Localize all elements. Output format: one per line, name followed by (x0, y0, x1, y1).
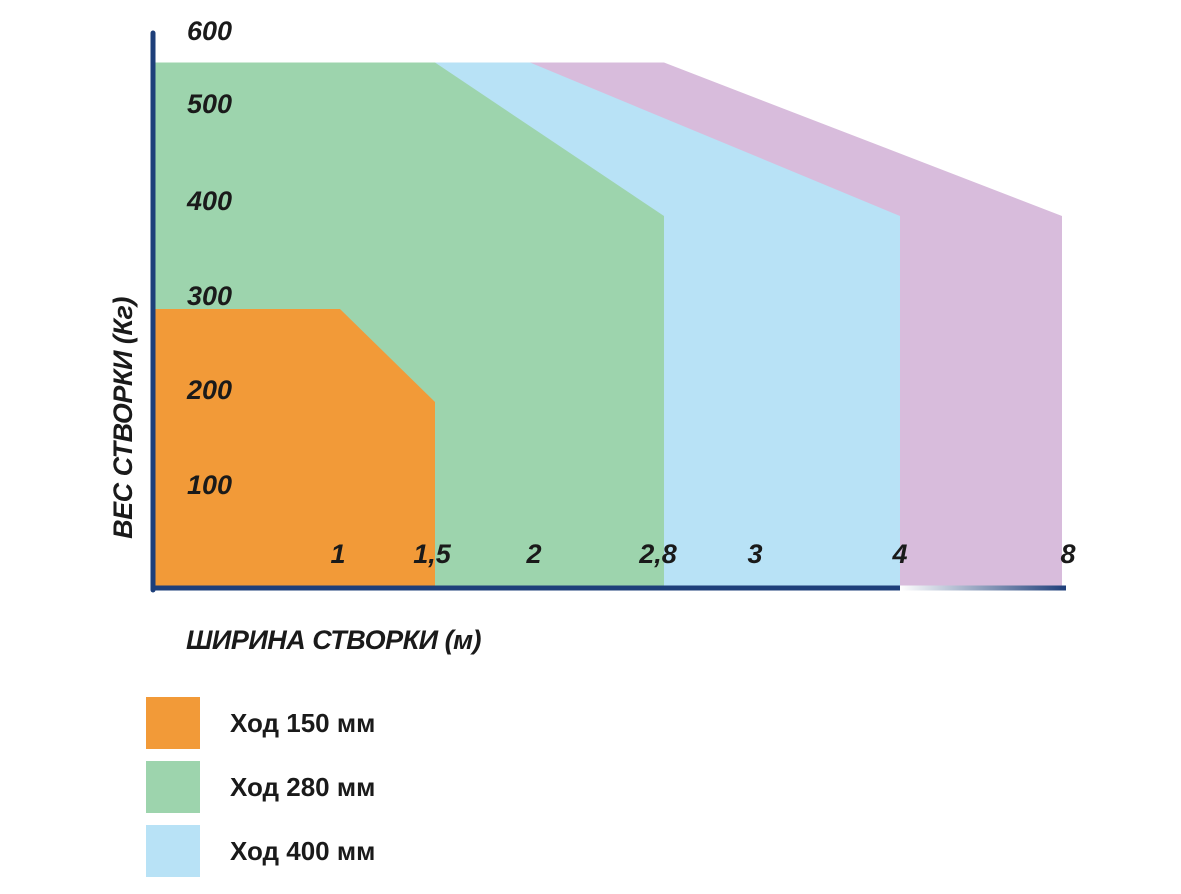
x-axis-title: ШИРИНА СТВОРКИ (м) (186, 625, 482, 655)
legend-swatch-2 (146, 825, 200, 877)
legend-label-2: Ход 400 мм (230, 836, 375, 866)
axis-layer (150, 30, 1066, 593)
y-tick-label-600: 600 (187, 16, 232, 46)
legend-label-1: Ход 280 мм (230, 772, 375, 802)
x-tick-label-5: 4 (891, 539, 907, 569)
legend-swatch-0 (146, 697, 200, 749)
y-axis-title: ВЕС СТВОРКИ (Кг) (108, 297, 138, 539)
y-tick-label-500: 500 (187, 89, 232, 119)
y-tick-label-100: 100 (187, 470, 232, 500)
y-tick-label-300: 300 (187, 281, 232, 311)
x-tick-label-6: 8 (1060, 539, 1075, 569)
legend-swatch-1 (146, 761, 200, 813)
area-layer (155, 62, 1062, 589)
x-axis-line-extension (900, 585, 1066, 591)
x-tick-label-1: 1,5 (413, 539, 452, 569)
x-tick-label-0: 1 (330, 539, 345, 569)
legend: Ход 150 мм Ход 280 мм Ход 400 мм (146, 697, 375, 877)
area-0 (155, 309, 435, 588)
x-tick-label-3: 2,8 (638, 539, 677, 569)
y-tick-label-200: 200 (186, 375, 232, 405)
y-tick-label-400: 400 (186, 186, 232, 216)
legend-label-0: Ход 150 мм (230, 708, 375, 738)
x-tick-label-4: 3 (747, 539, 762, 569)
tick-layer: 100 200 300 400 500 600 1 1,5 2 2,8 3 4 8 (186, 16, 1076, 569)
x-tick-label-2: 2 (525, 539, 541, 569)
